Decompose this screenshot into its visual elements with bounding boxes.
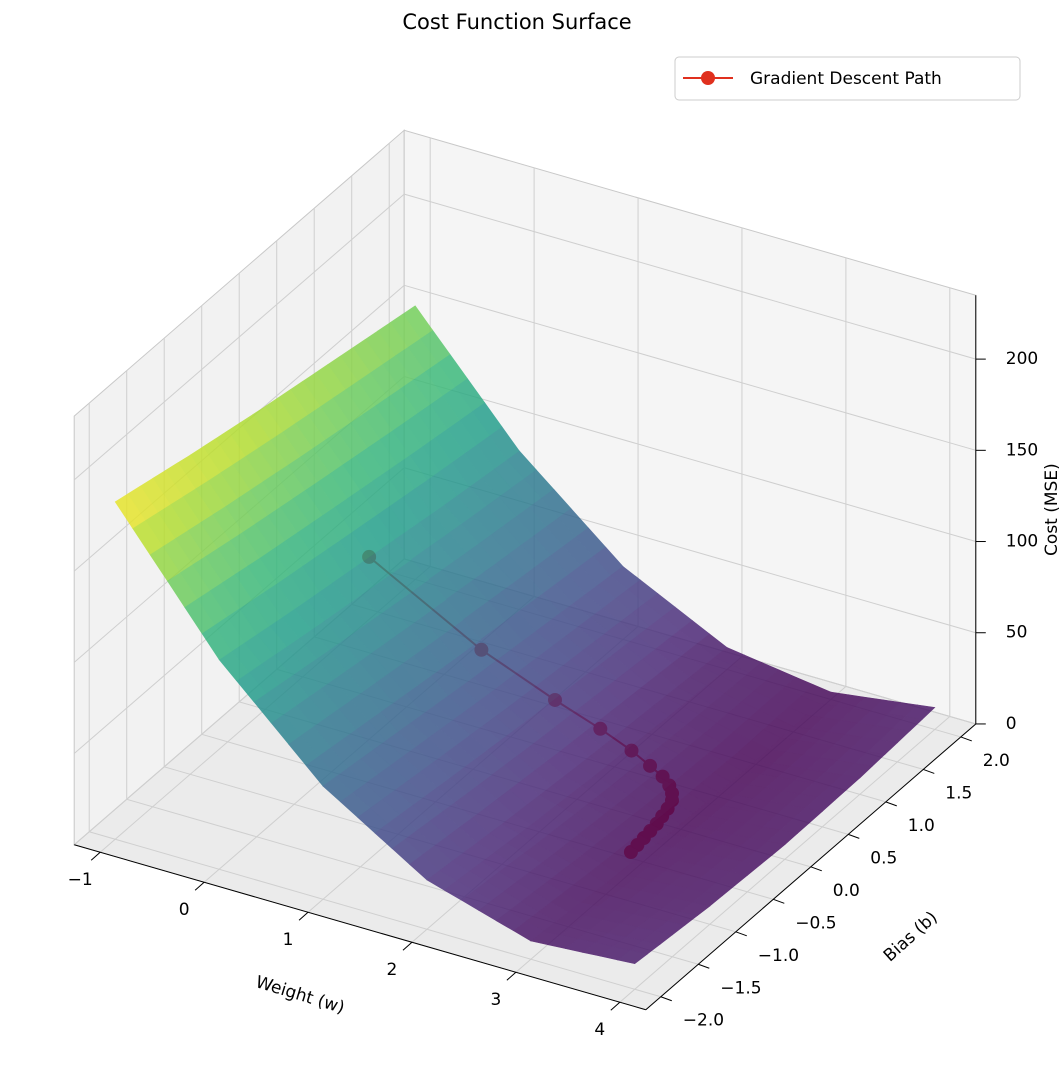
legend-box — [674, 56, 1021, 101]
y-tick — [735, 931, 747, 937]
z-tick-label: 100 — [1006, 532, 1038, 552]
legend-marker — [701, 71, 715, 85]
x-tick — [402, 941, 413, 951]
y-tick-label: −1.5 — [720, 978, 761, 998]
x-tick — [90, 851, 101, 861]
y-tick — [923, 768, 935, 774]
z-tick-label: 0 — [1006, 714, 1017, 734]
z-tick-label: 150 — [1006, 440, 1038, 460]
surface — [114, 305, 936, 965]
surface-patch — [616, 949, 648, 965]
y-tick — [698, 963, 710, 969]
y-tick — [810, 866, 822, 872]
y-tick-label: −1.0 — [758, 946, 799, 966]
y-tick — [660, 996, 672, 1002]
legend: Gradient Descent Path — [674, 56, 1021, 101]
grid-line — [73, 193, 405, 481]
y-tick-label: 0.0 — [833, 881, 860, 901]
y-tick — [773, 898, 785, 904]
x-tick-label: −1 — [68, 870, 93, 890]
x-tick — [298, 911, 309, 921]
x-tick — [506, 971, 517, 981]
y-tick — [848, 833, 860, 839]
y-tick-label: 0.5 — [870, 848, 897, 868]
grid-line — [404, 284, 976, 451]
grid-line — [404, 193, 976, 360]
x-tick — [194, 881, 205, 891]
y-tick-label: −2.0 — [683, 1011, 724, 1031]
y-tick — [960, 736, 972, 742]
y-tick-label: 1.5 — [945, 783, 972, 803]
y-axis-label: Bias (b) — [880, 908, 942, 966]
grid-line — [89, 831, 661, 998]
y-tick-label: 2.0 — [983, 751, 1010, 771]
z-tick-label: 50 — [1006, 623, 1028, 643]
x-tick-label: 4 — [594, 1020, 605, 1040]
y-tick — [885, 801, 897, 807]
chart-title: Cost Function Surface — [402, 10, 631, 34]
x-axis-label: Weight (w) — [253, 972, 347, 1018]
y-tick-label: −0.5 — [795, 913, 836, 933]
z-tick-label: 200 — [1006, 349, 1038, 369]
x-tick-label: 0 — [179, 900, 190, 920]
x-tick-label: 1 — [283, 930, 294, 950]
surface-patch — [114, 493, 146, 529]
legend-label: Gradient Descent Path — [750, 69, 942, 89]
axis-line — [74, 844, 646, 1011]
grid-line — [404, 376, 976, 543]
y-tick-label: 1.0 — [908, 816, 935, 836]
x-tick — [610, 1001, 621, 1011]
x-tick-label: 2 — [387, 960, 398, 980]
x-tick-label: 3 — [490, 990, 501, 1010]
z-axis-label: Cost (MSE) — [1042, 463, 1060, 556]
